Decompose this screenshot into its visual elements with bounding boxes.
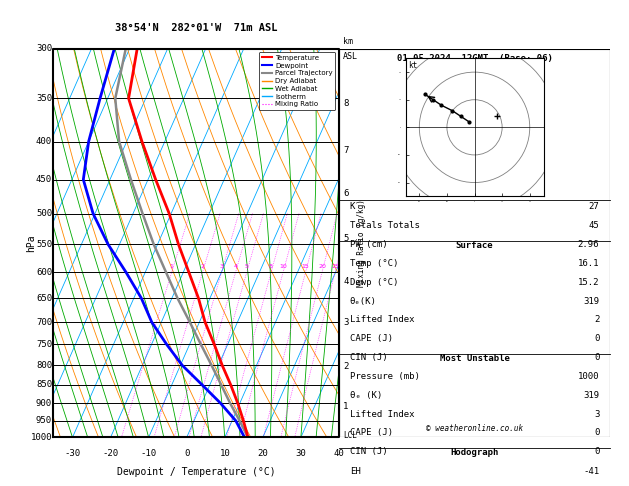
Text: LCL: LCL bbox=[343, 431, 357, 440]
Text: 350: 350 bbox=[36, 94, 52, 103]
Text: 40: 40 bbox=[333, 449, 344, 458]
Text: 27: 27 bbox=[589, 202, 599, 211]
Text: 8: 8 bbox=[343, 99, 348, 108]
Text: θₑ (K): θₑ (K) bbox=[350, 391, 382, 400]
Text: 0: 0 bbox=[594, 447, 599, 456]
Text: CAPE (J): CAPE (J) bbox=[350, 429, 392, 437]
Text: 7: 7 bbox=[343, 146, 348, 155]
Text: 5: 5 bbox=[343, 234, 348, 243]
Text: -41: -41 bbox=[583, 467, 599, 476]
Text: 0: 0 bbox=[594, 429, 599, 437]
Text: 3: 3 bbox=[220, 263, 223, 269]
Text: 500: 500 bbox=[36, 209, 52, 218]
Text: 3: 3 bbox=[594, 410, 599, 419]
Text: 319: 319 bbox=[583, 391, 599, 400]
Text: Totals Totals: Totals Totals bbox=[350, 221, 420, 230]
Text: ASL: ASL bbox=[343, 52, 359, 62]
Text: 700: 700 bbox=[36, 318, 52, 327]
Text: 1: 1 bbox=[170, 263, 174, 269]
Text: 2: 2 bbox=[201, 263, 204, 269]
Text: 450: 450 bbox=[36, 175, 52, 184]
Text: 4: 4 bbox=[343, 278, 348, 286]
Text: 850: 850 bbox=[36, 381, 52, 389]
Legend: Temperature, Dewpoint, Parcel Trajectory, Dry Adiabat, Wet Adiabat, Isotherm, Mi: Temperature, Dewpoint, Parcel Trajectory… bbox=[259, 52, 335, 110]
Text: 2: 2 bbox=[594, 315, 599, 324]
Text: 1000: 1000 bbox=[31, 433, 52, 442]
Text: 01.05.2024  12GMT  (Base: 06): 01.05.2024 12GMT (Base: 06) bbox=[397, 54, 552, 64]
Text: 0: 0 bbox=[594, 353, 599, 362]
Text: Lifted Index: Lifted Index bbox=[350, 410, 415, 419]
Text: Dewpoint / Temperature (°C): Dewpoint / Temperature (°C) bbox=[117, 467, 276, 477]
Text: 950: 950 bbox=[36, 417, 52, 425]
Text: 8: 8 bbox=[269, 263, 273, 269]
Text: 20: 20 bbox=[257, 449, 268, 458]
Text: CIN (J): CIN (J) bbox=[350, 447, 387, 456]
Text: CAPE (J): CAPE (J) bbox=[350, 334, 392, 343]
Text: 15: 15 bbox=[302, 263, 309, 269]
Text: 1000: 1000 bbox=[578, 372, 599, 382]
Text: 0: 0 bbox=[594, 334, 599, 343]
Text: -30: -30 bbox=[64, 449, 81, 458]
Text: Dewp (°C): Dewp (°C) bbox=[350, 278, 398, 287]
Text: Surface: Surface bbox=[456, 241, 493, 250]
Text: Temp (°C): Temp (°C) bbox=[350, 260, 398, 268]
Text: Pressure (mb): Pressure (mb) bbox=[350, 372, 420, 382]
Text: © weatheronline.co.uk: © weatheronline.co.uk bbox=[426, 424, 523, 433]
Text: -20: -20 bbox=[103, 449, 119, 458]
Text: 45: 45 bbox=[589, 221, 599, 230]
Text: EH: EH bbox=[350, 467, 360, 476]
Text: 5: 5 bbox=[245, 263, 248, 269]
Text: Hodograph: Hodograph bbox=[450, 448, 499, 457]
Text: 10: 10 bbox=[279, 263, 287, 269]
Text: K: K bbox=[350, 202, 355, 211]
Text: 38°54'N  282°01'W  71m ASL: 38°54'N 282°01'W 71m ASL bbox=[115, 23, 277, 33]
Text: 600: 600 bbox=[36, 268, 52, 277]
Text: 650: 650 bbox=[36, 294, 52, 303]
Text: km: km bbox=[343, 37, 353, 46]
Text: 2: 2 bbox=[343, 362, 348, 371]
Text: 4: 4 bbox=[233, 263, 238, 269]
Text: Lifted Index: Lifted Index bbox=[350, 315, 415, 324]
Text: 300: 300 bbox=[36, 44, 52, 53]
Text: -10: -10 bbox=[140, 449, 157, 458]
Text: θₑ(K): θₑ(K) bbox=[350, 296, 377, 306]
Text: hPa: hPa bbox=[26, 234, 36, 252]
Text: 550: 550 bbox=[36, 240, 52, 249]
Text: 3: 3 bbox=[343, 318, 348, 327]
Text: 400: 400 bbox=[36, 137, 52, 146]
Text: Mixing Ratio (g/kg): Mixing Ratio (g/kg) bbox=[357, 199, 366, 287]
Text: 30: 30 bbox=[296, 449, 306, 458]
Text: 0: 0 bbox=[184, 449, 189, 458]
Text: 20: 20 bbox=[318, 263, 326, 269]
Text: 800: 800 bbox=[36, 361, 52, 370]
Text: 319: 319 bbox=[583, 296, 599, 306]
Text: CIN (J): CIN (J) bbox=[350, 353, 387, 362]
Text: 1: 1 bbox=[343, 402, 348, 411]
Text: 16.1: 16.1 bbox=[578, 260, 599, 268]
Text: 2.96: 2.96 bbox=[578, 240, 599, 248]
Text: 900: 900 bbox=[36, 399, 52, 408]
Text: 10: 10 bbox=[220, 449, 230, 458]
Text: 6: 6 bbox=[343, 189, 348, 198]
Text: 15.2: 15.2 bbox=[578, 278, 599, 287]
Text: 25: 25 bbox=[331, 263, 339, 269]
Text: PW (cm): PW (cm) bbox=[350, 240, 387, 248]
Text: Most Unstable: Most Unstable bbox=[440, 354, 509, 363]
Text: 750: 750 bbox=[36, 340, 52, 349]
